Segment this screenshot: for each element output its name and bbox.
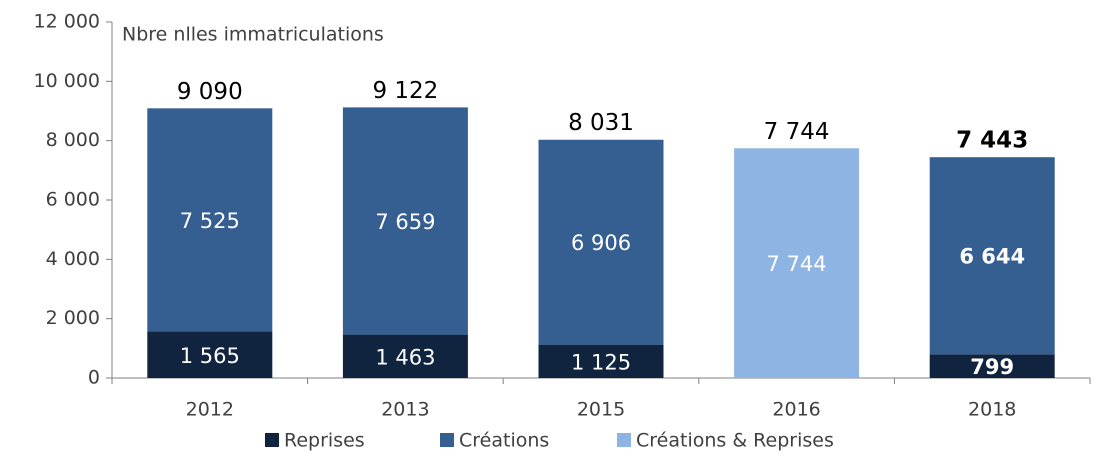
bar-value-label: 7 744 [767, 252, 827, 276]
bar-value-label: 799 [970, 355, 1014, 379]
bar-segment [147, 331, 273, 378]
y-tick-label: 12 000 [34, 11, 100, 33]
x-tick-label: 2016 [772, 399, 820, 421]
bar-segment [929, 157, 1055, 355]
y-tick-label: 0 [88, 367, 100, 389]
y-tick-label: 10 000 [34, 70, 100, 92]
bar-value-label: 6 906 [571, 231, 631, 255]
bar-segment [538, 344, 664, 378]
legend-label: Créations & Reprises [636, 430, 834, 452]
bar-segment [342, 334, 468, 378]
bar-segment [929, 354, 1055, 378]
bar-value-label: 7 525 [180, 209, 240, 233]
legend-label: Créations [459, 430, 549, 452]
bar-value-label: 1 565 [180, 344, 240, 368]
total-label: 9 090 [177, 79, 243, 105]
bar-value-label: 1 463 [375, 345, 435, 369]
total-label: 9 122 [372, 78, 438, 104]
y-tick-label: 8 000 [46, 129, 100, 151]
legend-swatch [617, 433, 631, 447]
y-axis-label: Nbre nlles immatriculations [122, 24, 384, 46]
legend-label: Reprises [284, 430, 365, 452]
legend-swatch [440, 433, 454, 447]
total-label: 7 744 [764, 119, 830, 145]
x-tick-label: 2015 [577, 399, 625, 421]
total-label: 8 031 [568, 110, 634, 136]
bar-segment [538, 139, 664, 345]
x-tick-label: 2018 [968, 399, 1016, 421]
bar-segment [342, 107, 468, 335]
y-tick-label: 6 000 [46, 189, 100, 211]
y-tick-label: 2 000 [46, 307, 100, 329]
bar-value-label: 6 644 [959, 245, 1025, 269]
bar-value-label: 1 125 [571, 350, 631, 374]
bar-value-label: 7 659 [375, 210, 435, 234]
y-tick-label: 4 000 [46, 248, 100, 270]
total-label: 7 443 [956, 128, 1028, 154]
legend-swatch [265, 433, 279, 447]
bar-segment [734, 148, 860, 378]
x-tick-label: 2012 [186, 399, 234, 421]
bar-segment [147, 108, 273, 332]
x-tick-label: 2013 [381, 399, 429, 421]
